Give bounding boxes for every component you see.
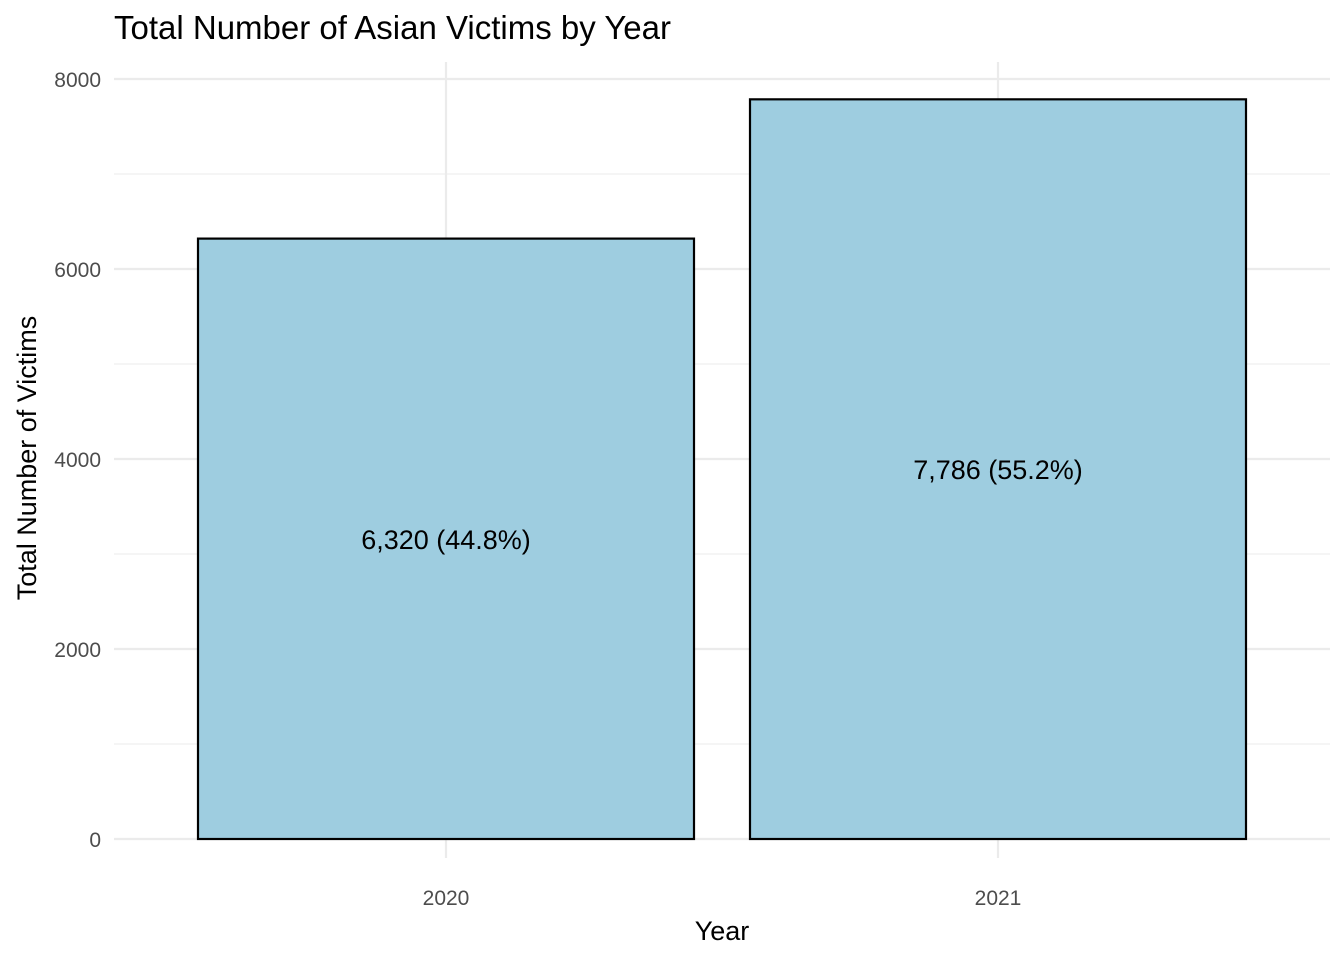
y-tick-label: 8000 (54, 69, 101, 92)
y-tick-label: 0 (89, 829, 101, 852)
y-tick-label: 4000 (54, 449, 101, 472)
y-axis-title: Total Number of Victims (12, 316, 42, 601)
x-axis-title: Year (695, 916, 750, 946)
bar-2020 (196, 237, 696, 841)
bar-2021 (748, 98, 1248, 841)
bar-data-label-2020: 6,320 (44.8%) (361, 525, 531, 555)
y-tick-label: 6000 (54, 259, 101, 282)
chart-title: Total Number of Asian Victims by Year (114, 9, 671, 46)
bars (196, 98, 1248, 841)
bar-labels: 6,320 (44.8%) 7,786 (55.2%) (361, 455, 1083, 555)
y-axis-ticks: 0 2000 4000 6000 8000 (54, 69, 101, 852)
x-tick-label: 2021 (975, 887, 1022, 910)
x-tick-label: 2020 (423, 887, 470, 910)
x-axis-ticks: 2020 2021 (423, 887, 1022, 910)
bar-data-label-2021: 7,786 (55.2%) (913, 455, 1083, 485)
y-tick-label: 2000 (54, 639, 101, 662)
